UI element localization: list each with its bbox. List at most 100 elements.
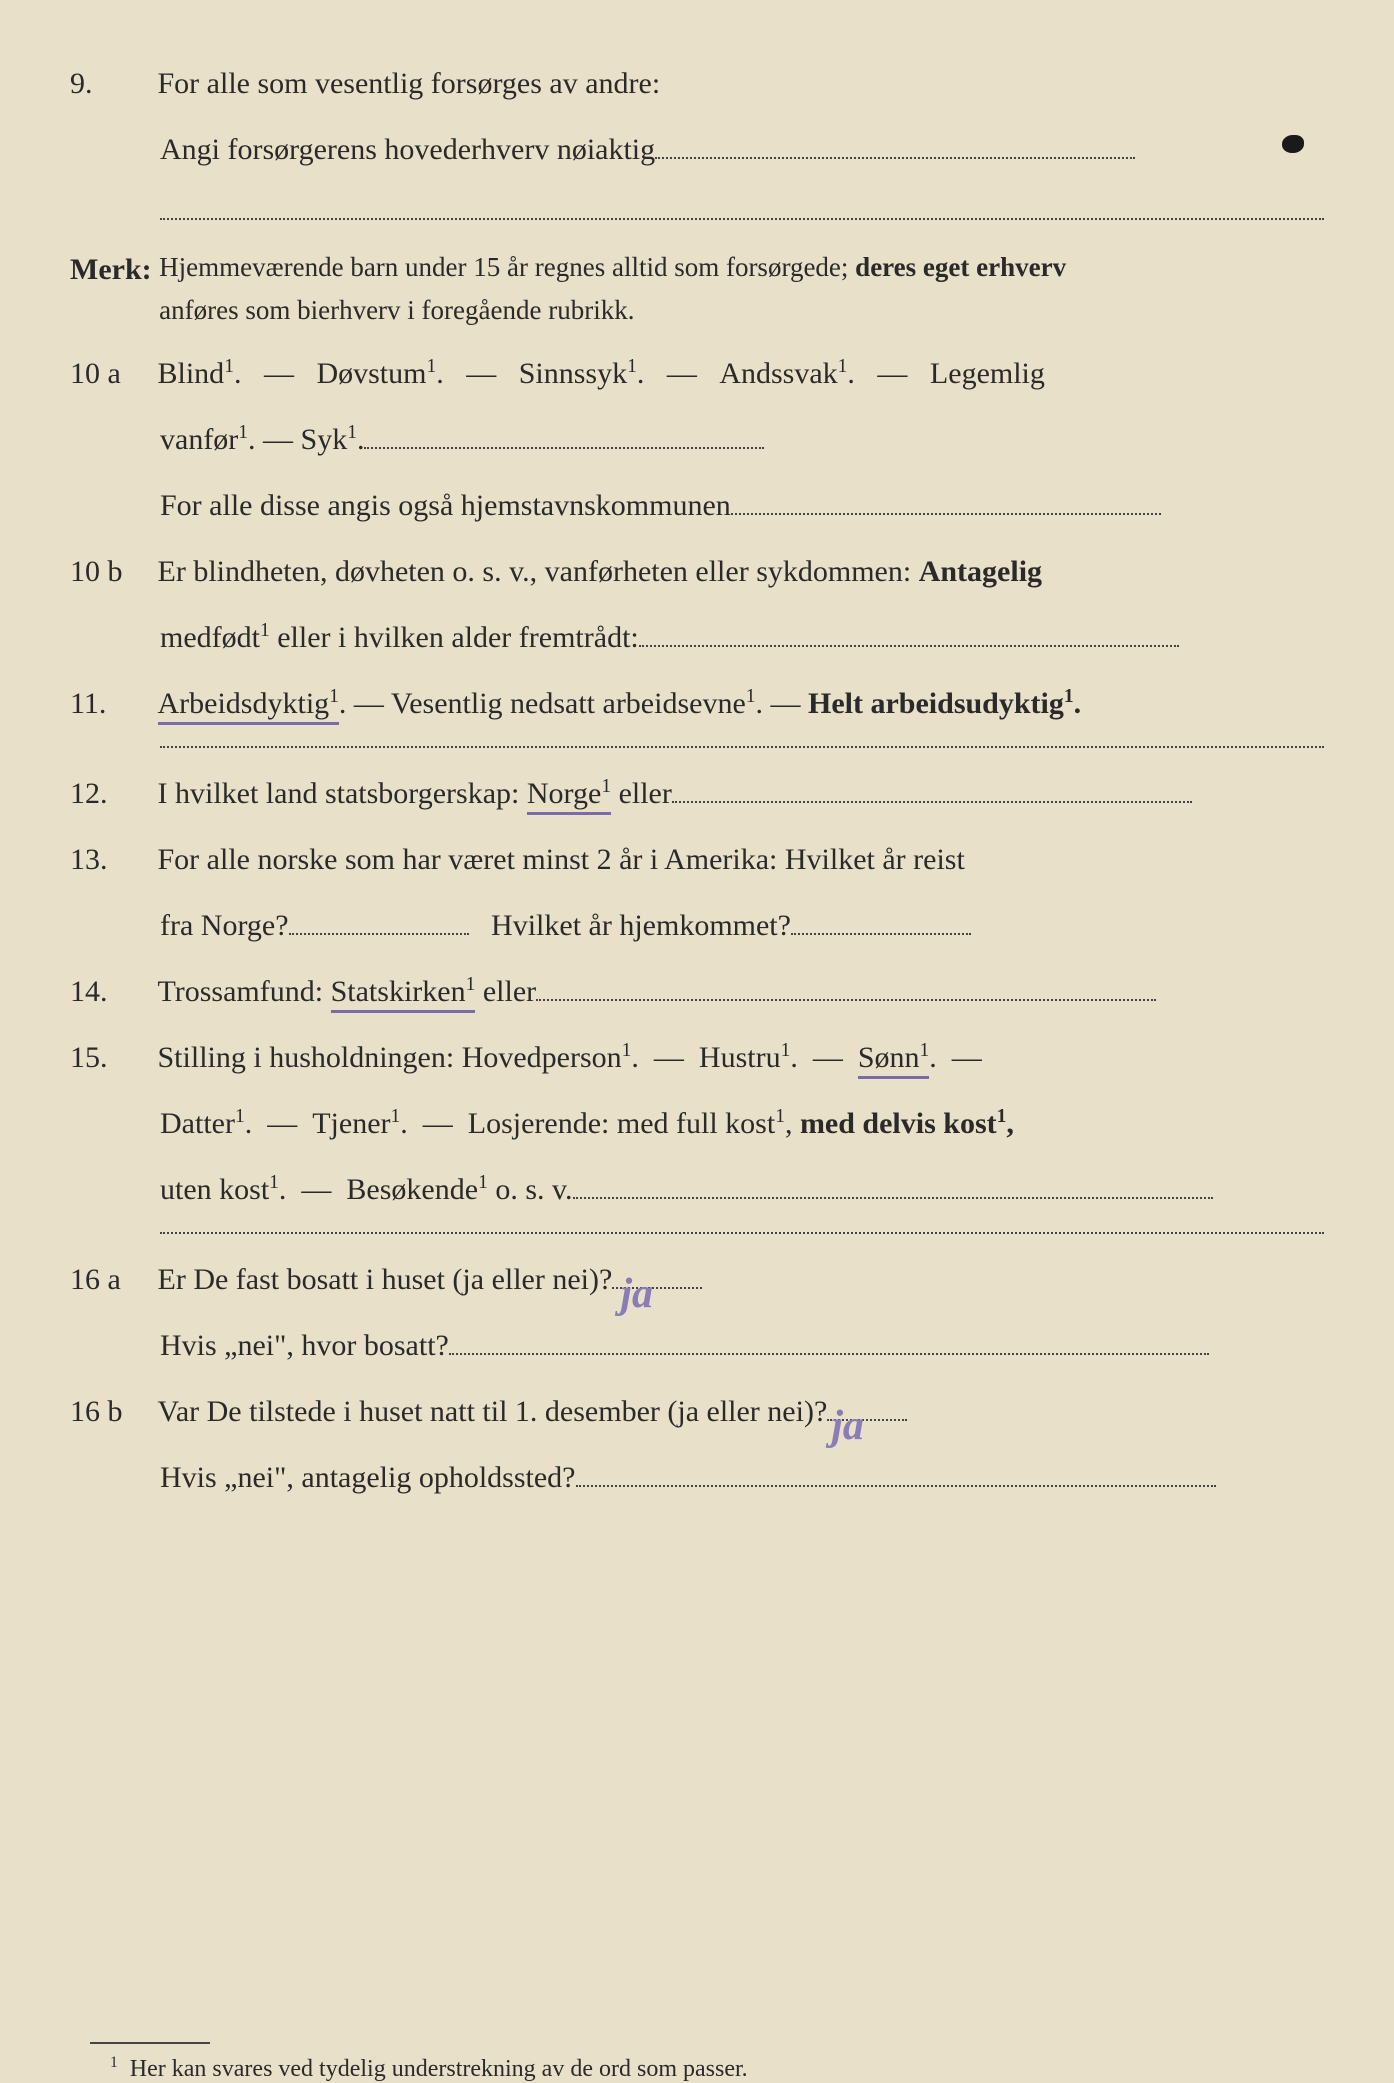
- q11-line: 11. Arbeidsdyktig1. — Vesentlig nedsatt …: [70, 680, 1324, 728]
- q12-after: eller: [611, 777, 672, 810]
- q15-line1: 15. Stilling i husholdningen: Hovedperso…: [70, 1034, 1324, 1082]
- q15-opt-datter: Datter: [160, 1107, 235, 1140]
- merk-text2: anføres som bierhverv i foregående rubri…: [159, 295, 634, 325]
- q13-blank1: [289, 933, 469, 935]
- q10a-opt-syk: Syk: [301, 423, 348, 456]
- q10b-text2a: medfødt: [160, 621, 260, 654]
- q15-opt-tjener: Tjener: [312, 1107, 390, 1140]
- q15-line3: uten kost1. — Besøkende1 o. s. v.: [160, 1166, 1324, 1214]
- q10a-opt-andssvak: Andssvak: [719, 357, 837, 390]
- footnote-rule: [90, 2042, 210, 2044]
- q13-text1: For alle norske som har været minst 2 år…: [158, 836, 1322, 884]
- q9-text2: Angi forsørgerens hovederhverv nøiaktig: [160, 133, 655, 166]
- q10a-content: Blind1. — Døvstum1. — Sinnssyk1. — Andss…: [158, 350, 1322, 398]
- q16a-answer-blank: ja: [612, 1287, 702, 1289]
- q15-opt-fullkost: med full kost: [617, 1107, 775, 1140]
- sup-icon: 1: [426, 356, 436, 377]
- q14-after: eller: [475, 975, 536, 1008]
- sup-icon: 1: [478, 1172, 488, 1193]
- q9-blank: [655, 157, 1135, 159]
- q10b-number: 10 b: [70, 548, 150, 596]
- q16b-text2: Hvis „nei", antagelig opholdssted?: [160, 1461, 576, 1494]
- divider-2: [160, 1232, 1324, 1234]
- q11-content: Arbeidsdyktig1. — Vesentlig nedsatt arbe…: [158, 680, 1322, 728]
- q14-number: 14.: [70, 968, 150, 1016]
- q15-opt-delviskost-text: med delvis kost: [800, 1107, 997, 1140]
- q15-losjerende: Losjerende:: [468, 1107, 617, 1140]
- q16a-number: 16 a: [70, 1256, 150, 1304]
- sup-icon: 1: [269, 1172, 279, 1193]
- q16b-handwritten-answer: ja: [831, 1393, 864, 1460]
- merk-block: Merk: Hjemmeværende barn under 15 år reg…: [70, 246, 1324, 332]
- q16a-line2: Hvis „nei", hvor bosatt?: [160, 1322, 1324, 1370]
- q9-blank-line: [160, 192, 1324, 220]
- sup-icon: 1: [997, 1106, 1007, 1127]
- q15-opt-delviskost: med delvis kost1,: [800, 1107, 1014, 1140]
- q10b-blank: [639, 645, 1179, 647]
- q16b-line1: 16 b Var De tilstede i huset natt til 1.…: [70, 1388, 1324, 1436]
- sup-icon: 1: [391, 1106, 401, 1127]
- q10b-line2: medfødt1 eller i hvilken alder fremtrådt…: [160, 614, 1324, 662]
- q10b-line1: 10 b Er blindheten, døvheten o. s. v., v…: [70, 548, 1324, 596]
- q15-opt-hustru: Hustru: [699, 1041, 781, 1074]
- q16a-text2: Hvis „nei", hvor bosatt?: [160, 1329, 449, 1362]
- ink-blot: [1282, 135, 1304, 153]
- q10a-opt-blind: Blind: [158, 357, 225, 390]
- q16a-content: Er De fast bosatt i huset (ja eller nei)…: [158, 1256, 1322, 1304]
- q16a-text1: Er De fast bosatt i huset (ja eller nei)…: [158, 1263, 613, 1296]
- q10a-number: 10 a: [70, 350, 150, 398]
- q10a-opt-legemlig: Legemlig: [930, 357, 1045, 390]
- q10b-text2b: eller i hvilken alder fremtrådt:: [270, 621, 639, 654]
- q16a-handwritten-answer: ja: [620, 1261, 653, 1328]
- q13-text2b: Hvilket år hjemkommet?: [491, 909, 791, 942]
- q10a-line3: For alle disse angis også hjemstavnskomm…: [160, 482, 1324, 530]
- merk-bold: deres eget erhverv: [855, 252, 1066, 282]
- q16b-number: 16 b: [70, 1388, 150, 1436]
- sup-icon: 1: [224, 356, 234, 377]
- q9-line2: Angi forsørgerens hovederhverv nøiaktig: [160, 126, 1324, 174]
- q10a-line2: vanfør1. — Syk1.: [160, 416, 1324, 464]
- q11-number: 11.: [70, 680, 150, 728]
- q11-opt1-text: Arbeidsdyktig: [158, 687, 330, 720]
- q15-text: Stilling i husholdningen:: [158, 1041, 462, 1074]
- q11-opt3-text: Helt arbeidsudyktig: [808, 687, 1064, 720]
- q16b-line2: Hvis „nei", antagelig opholdssted?: [160, 1454, 1324, 1502]
- q15-osv: o. s. v.: [488, 1173, 573, 1206]
- q11-opt3: Helt arbeidsudyktig1.: [808, 687, 1081, 720]
- q16b-content: Var De tilstede i huset natt til 1. dese…: [158, 1388, 1322, 1436]
- q15-content1: Stilling i husholdningen: Hovedperson1. …: [158, 1034, 1322, 1082]
- q15-opt-hovedperson: Hovedperson: [462, 1041, 622, 1074]
- sup-icon: 1: [347, 422, 357, 443]
- q10a-opt-vanfor: vanfør: [160, 423, 238, 456]
- sup-icon: 1: [1064, 686, 1074, 707]
- q10a-opt-dovstum: Døvstum: [316, 357, 426, 390]
- q12-line: 12. I hvilket land statsborgerskap: Norg…: [70, 770, 1324, 818]
- sup-icon: 1: [627, 356, 637, 377]
- q14-answer-text: Statskirken: [331, 975, 466, 1008]
- q15-number: 15.: [70, 1034, 150, 1082]
- sup-icon: 1: [838, 356, 848, 377]
- q15-line2: Datter1. — Tjener1. — Losjerende: med fu…: [160, 1100, 1324, 1148]
- q15-opt-utenkost: uten kost: [160, 1173, 269, 1206]
- q14-text: Trossamfund:: [158, 975, 331, 1008]
- q10a-blank3: [731, 513, 1161, 515]
- q13-blank2: [791, 933, 971, 935]
- sup-icon: 1: [746, 686, 756, 707]
- footnote: 1 Her kan svares ved tydelig understrekn…: [110, 2054, 1324, 2083]
- q12-text: I hvilket land statsborgerskap:: [158, 777, 527, 810]
- q15-opt-sonn-selected: Sønn1: [858, 1041, 929, 1079]
- q16b-blank2: [576, 1485, 1216, 1487]
- footnote-text: Her kan svares ved tydelig understreknin…: [130, 2056, 748, 2082]
- q10a-opt-sinnssyk: Sinnssyk: [519, 357, 627, 390]
- q13-number: 13.: [70, 836, 150, 884]
- q16b-text1: Var De tilstede i huset natt til 1. dese…: [158, 1395, 828, 1428]
- q15-blank: [573, 1197, 1213, 1199]
- q11-opt2: Vesentlig nedsatt arbeidsevne: [391, 687, 746, 720]
- q16a-line1: 16 a Er De fast bosatt i huset (ja eller…: [70, 1256, 1324, 1304]
- q13-line2: fra Norge? Hvilket år hjemkommet?: [160, 902, 1324, 950]
- sup-icon: 1: [920, 1040, 930, 1061]
- q10a-text3: For alle disse angis også hjemstavnskomm…: [160, 489, 731, 522]
- q9-line1: 9. For alle som vesentlig forsørges av a…: [70, 60, 1324, 108]
- sup-icon: 1: [466, 974, 476, 995]
- q10b-bold: Antagelig: [919, 555, 1042, 588]
